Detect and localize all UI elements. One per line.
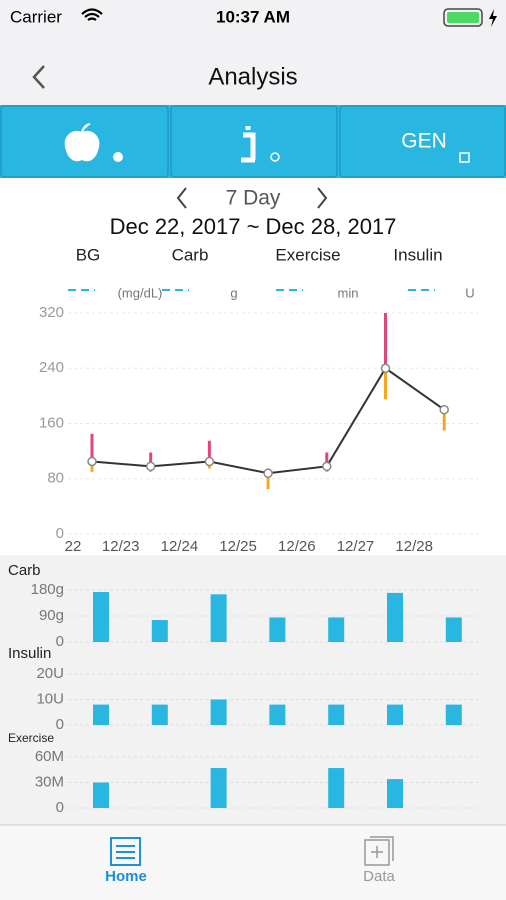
bg-point — [263, 468, 273, 478]
exercise-icon — [241, 126, 256, 163]
bar — [328, 768, 345, 808]
y-tick-label: 0 — [56, 633, 64, 650]
y-tick-label: 0 — [56, 716, 64, 733]
wifi-icon — [81, 8, 103, 21]
home-icon-lines — [116, 845, 135, 859]
clock: 10:37 AM — [216, 7, 290, 26]
y-tick-label: 30M — [35, 773, 64, 790]
legend-unit: (mg/dL) — [118, 285, 163, 300]
data-tab[interactable]: Data — [363, 868, 395, 885]
date-range: Dec 22, 2017 ~ Dec 28, 2017 — [110, 214, 397, 239]
battery — [443, 8, 483, 27]
icon-dot — [113, 152, 123, 162]
bar — [210, 594, 227, 642]
next-period[interactable] — [317, 187, 328, 209]
y-tick-label: 0 — [56, 799, 64, 816]
x-tick-label: 22 — [65, 538, 82, 555]
x-tick-label: 12/26 — [278, 538, 316, 555]
bar — [210, 768, 227, 808]
bg-point — [145, 461, 156, 472]
bg-point — [322, 461, 332, 472]
bar — [269, 617, 286, 642]
battery-level — [447, 12, 479, 23]
header-bg — [0, 0, 506, 105]
legend-name: Exercise — [275, 245, 340, 264]
legend-unit: min — [338, 285, 359, 300]
bar — [151, 704, 168, 725]
y-tick-label: 160 — [39, 414, 64, 431]
y-tick-label: 60M — [35, 748, 64, 765]
legend-unit: g — [230, 285, 237, 300]
y-tick-label: 20U — [36, 665, 64, 682]
y-tick-label: 90g — [39, 607, 64, 624]
x-tick-label: 12/25 — [219, 538, 257, 555]
bars-bg — [0, 555, 506, 825]
bg-point — [87, 456, 97, 467]
legend-unit: U — [465, 285, 474, 300]
data-icon-detail — [370, 836, 394, 861]
gen-label: GEN — [401, 130, 447, 153]
bar-chart-title: Exercise — [8, 731, 54, 745]
bar — [93, 592, 109, 642]
bar — [445, 617, 462, 642]
home-icon[interactable] — [110, 837, 141, 866]
y-tick-label: 80 — [47, 470, 64, 487]
carrier: Carrier — [10, 7, 62, 26]
bar — [93, 704, 109, 725]
bar — [269, 704, 286, 725]
y-tick-label: 180g — [31, 581, 64, 598]
bar — [387, 592, 403, 642]
bg-point — [204, 456, 215, 467]
icon-square — [459, 152, 470, 163]
prev-period[interactable] — [176, 187, 187, 209]
legend-name: BG — [76, 245, 101, 264]
bar — [151, 620, 168, 642]
bar-chart-title: Carb — [8, 562, 41, 579]
x-tick-label: 12/23 — [102, 538, 140, 555]
y-tick-label: 320 — [39, 304, 64, 321]
back-button[interactable] — [32, 65, 45, 89]
bar — [445, 704, 462, 725]
legend-name: Carb — [172, 245, 209, 264]
x-tick-label: 12/28 — [395, 538, 433, 555]
bg-point — [439, 404, 449, 415]
nav-title: Analysis — [208, 63, 297, 90]
bar — [328, 704, 345, 725]
y-tick-label: 0 — [56, 525, 64, 542]
home-tab[interactable]: Home — [105, 868, 147, 885]
y-tick-label: 10U — [36, 690, 64, 707]
bar — [387, 779, 403, 808]
bar — [387, 704, 403, 725]
bg-point — [380, 363, 391, 373]
period-label: 7 Day — [226, 187, 281, 210]
legend-name: Insulin — [393, 245, 442, 264]
icon-ring — [270, 152, 280, 162]
charging-icon — [489, 9, 497, 27]
x-tick-label: 12/27 — [337, 538, 375, 555]
bar — [93, 782, 109, 808]
tab-bar — [0, 825, 506, 900]
bar — [328, 617, 345, 642]
apple-icon — [64, 123, 100, 162]
y-tick-label: 240 — [39, 359, 64, 376]
data-icon[interactable] — [364, 839, 390, 866]
gen-tab[interactable] — [339, 105, 506, 178]
bar — [210, 699, 227, 725]
x-tick-label: 12/24 — [161, 538, 199, 555]
bar-chart-title: Insulin — [8, 645, 51, 662]
